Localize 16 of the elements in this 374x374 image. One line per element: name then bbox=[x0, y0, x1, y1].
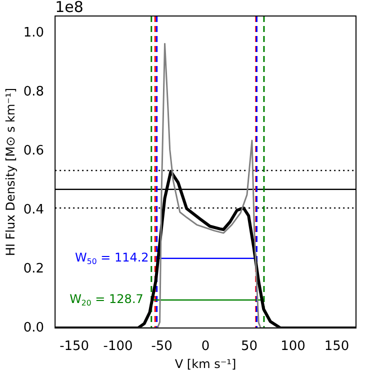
y-axis-title: HI Flux Density [M⊙ s km⁻¹] bbox=[3, 88, 18, 256]
x-tick-label: 150 bbox=[324, 339, 350, 354]
y-tick-label: 0.4 bbox=[23, 202, 44, 218]
y-tick-label: 0.0 bbox=[23, 320, 44, 336]
x-tick-label: 100 bbox=[280, 339, 306, 354]
x-tick-label: 0 bbox=[201, 339, 210, 354]
x-axis-title: V [km s⁻¹] bbox=[174, 356, 236, 371]
x-tick-label: -100 bbox=[103, 339, 133, 354]
x-tick-label: -50 bbox=[151, 339, 172, 354]
y-tick-label: 0.8 bbox=[23, 84, 44, 100]
y-tick-label: 1.0 bbox=[23, 25, 44, 40]
y-tick-label: 0.6 bbox=[23, 143, 44, 158]
y-tick-label: 0.2 bbox=[23, 261, 44, 276]
x-tick-label: -150 bbox=[60, 339, 90, 354]
text: 1e8 bbox=[55, 0, 84, 16]
x-tick-label: 50 bbox=[241, 339, 258, 354]
